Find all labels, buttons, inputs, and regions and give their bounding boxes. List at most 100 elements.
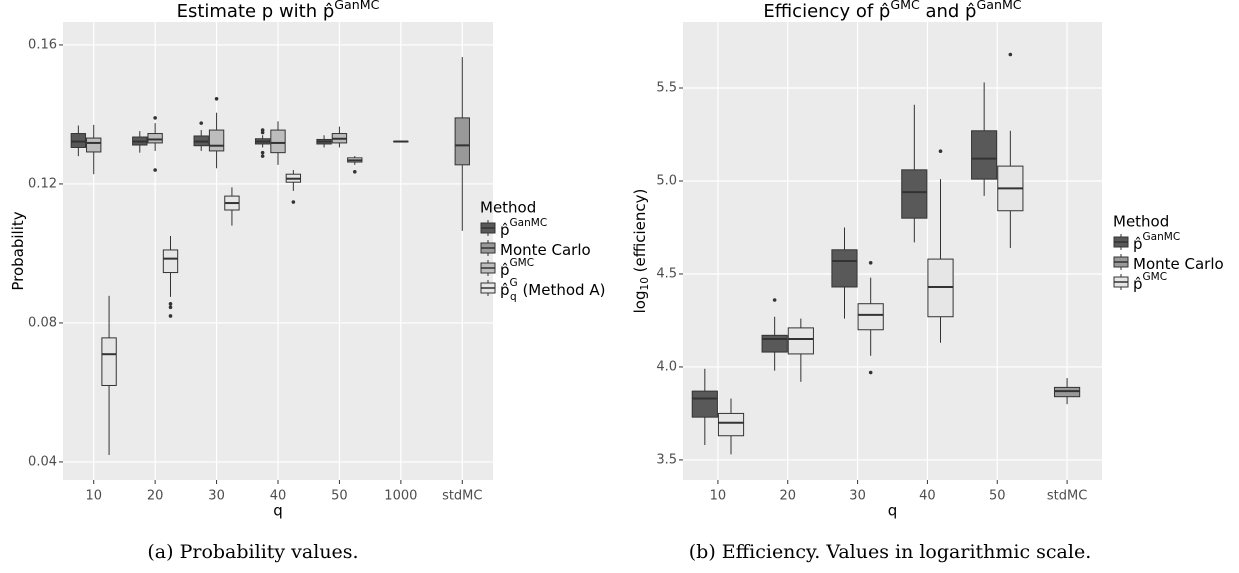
outlier [1008,52,1013,57]
box-body [717,412,745,437]
box [717,398,745,455]
box-body [270,129,286,154]
legend-label-part: GMC [510,257,535,269]
box [86,124,102,175]
x-tick-label: 1000 [384,489,417,504]
x-tick-label: 40 [919,489,936,504]
y-tick-label: 4.0 [656,359,677,374]
box-body [901,169,928,219]
box [208,96,225,169]
legend-label-part: p̂ [500,281,510,299]
box-body [831,249,858,288]
y-tick-label: 0.08 [28,315,57,330]
box-body [971,130,998,180]
y-tick-label: 5.0 [656,173,677,188]
outlier [352,169,357,174]
x-tick-label: 50 [331,489,348,504]
box-body [761,334,788,353]
legend-label: p̂GanMC [500,217,547,239]
box-body [857,303,884,331]
x-tick-label: 10 [710,489,727,504]
box-body [147,133,163,144]
y-tick-label: 4.5 [656,266,677,281]
outlier [868,370,873,375]
outlier [153,168,157,172]
box [1053,378,1081,405]
box [162,236,179,318]
y-title-part: Probability [9,211,27,290]
outlier [153,116,157,120]
caption: (a) Probability values. [147,541,358,563]
box-body [70,133,87,148]
title-part: GMC [890,0,920,12]
legend-label-part: GMC [1143,271,1168,283]
box [224,187,240,226]
box [857,261,884,375]
box-body [208,129,225,152]
legend-subscript: q [510,291,517,303]
chart-title: Estimate p with p̂GanMC [177,0,380,22]
y-title-part: log [631,290,649,313]
box-body [101,337,117,386]
title-part: and p̂ [920,1,977,22]
box [193,121,209,151]
box [101,295,117,455]
box [331,126,348,148]
legend-label-part: p̂ [1133,235,1143,253]
box [270,121,286,165]
outlier [199,121,204,125]
x-axis-title: q [888,502,898,520]
legend-label-part: Monte Carlo [500,241,591,259]
title-part: Estimate p with p̂ [177,1,335,22]
box [761,298,788,371]
legend-label-part: G [510,277,518,289]
outlier [260,150,265,155]
y-tick-label: 3.5 [656,452,677,467]
outlier [168,305,173,310]
outlier [168,314,173,318]
box [454,57,470,231]
y-tick-label: 0.12 [28,176,57,191]
box-body [162,249,179,274]
box [787,318,814,382]
legend-title: Method [480,199,536,217]
y-tick-label: 5.5 [656,81,677,96]
y-title-part: 10 [639,277,651,290]
box-body [454,117,470,166]
box-body [691,390,718,418]
x-tick-label: 30 [208,489,225,504]
y-axis-title: Probability [9,211,27,290]
box-body [787,327,814,355]
legend-label-part: p̂ [500,261,510,279]
box-body [86,137,102,153]
box [254,128,271,158]
title-part: Efficiency of p̂ [763,1,890,22]
box [393,140,409,143]
x-tick-label: 30 [849,489,866,504]
legend-label-part: p̂ [1133,275,1143,293]
outlier [291,200,296,204]
outlier [938,149,943,154]
box [132,131,148,153]
y-tick-label: 0.16 [28,37,57,52]
x-tick-label: 50 [989,489,1006,504]
outlier [260,128,265,132]
outlier [868,261,873,265]
legend-label: p̂G (Method A) [500,277,605,299]
caption: (b) Efficiency. Values in logarithmic sc… [689,541,1092,563]
y-title-part: (efficiency) [631,189,649,277]
x-tick-label: 10 [85,489,102,504]
title-part: GanMC [334,0,379,12]
outlier [214,96,219,101]
y-axis-title: log10 (efficiency) [631,189,652,314]
legend-label-part: GanMC [1143,231,1181,243]
x-tick-label: 40 [270,489,287,504]
outlier [260,154,265,158]
x-axis-title: q [273,502,283,520]
legend-label: p̂GMC [1133,271,1167,293]
box [831,227,858,319]
legend-label: p̂GMC [500,257,534,279]
x-tick-label: 20 [779,489,796,504]
x-tick-label: stdMC [1047,489,1087,504]
